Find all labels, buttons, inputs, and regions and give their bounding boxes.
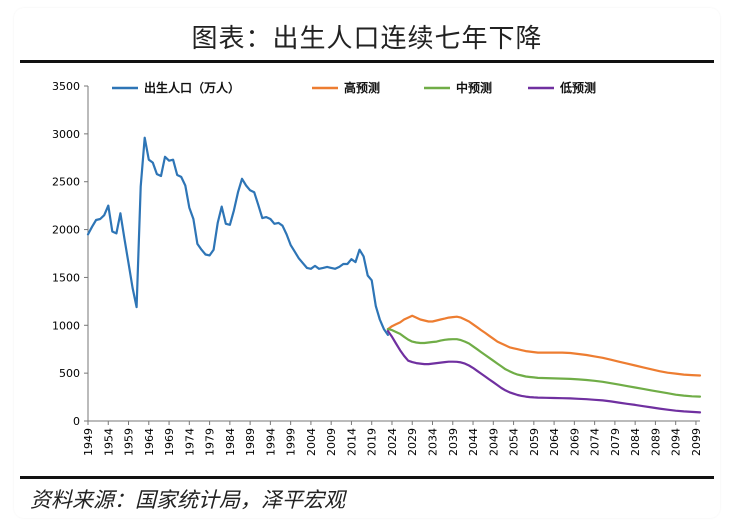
series-line-3	[386, 329, 702, 414]
series-line-2	[386, 328, 702, 398]
x-tick-label: 2084	[629, 428, 642, 456]
x-tick-label: 2019	[366, 428, 379, 456]
legend-label-2: 中预测	[456, 80, 492, 95]
y-tick-label: 2500	[52, 176, 80, 189]
x-tick-label: 2004	[305, 428, 318, 456]
x-tick-label: 1984	[224, 428, 237, 456]
series-line-1	[386, 314, 702, 377]
x-tick-label: 1989	[244, 428, 257, 456]
x-tick-label: 1964	[143, 428, 156, 456]
y-tick-label: 2000	[52, 224, 80, 237]
x-tick-label: 1954	[102, 428, 115, 456]
x-tick-label: 2039	[447, 428, 460, 456]
x-tick-label: 2044	[467, 428, 480, 456]
x-tick-label: 1999	[285, 428, 298, 456]
x-tick-label: 2009	[325, 428, 338, 456]
y-tick-label: 1500	[52, 271, 80, 284]
y-tick-label: 1000	[52, 319, 80, 332]
title-rule	[20, 60, 714, 63]
x-tick-label: 2014	[345, 428, 358, 456]
x-tick-label: 2094	[670, 428, 683, 456]
x-tick-label: 2089	[649, 428, 662, 456]
y-tick-label: 0	[73, 415, 80, 428]
x-tick-label: 1994	[264, 428, 277, 456]
x-tick-label: 2079	[609, 428, 622, 456]
x-tick-label: 2059	[528, 428, 541, 456]
x-tick-label: 1959	[123, 428, 136, 456]
x-tick-label: 2049	[487, 428, 500, 456]
x-tick-label: 2054	[508, 428, 521, 456]
legend-label-3: 低预测	[559, 80, 596, 95]
x-tick-label: 1974	[183, 428, 196, 456]
x-tick-label: 2069	[568, 428, 581, 456]
y-tick-label: 3000	[52, 128, 80, 141]
legend-label-0: 出生人口（万人）	[144, 80, 240, 95]
x-tick-label: 2024	[386, 428, 399, 456]
series-line-0	[86, 136, 389, 336]
x-tick-label: 2034	[427, 428, 440, 456]
chart-card	[14, 8, 720, 518]
x-tick-label: 2029	[406, 428, 419, 456]
source-rule	[20, 476, 714, 479]
x-tick-label: 2074	[589, 428, 602, 456]
y-tick-label: 3500	[52, 80, 80, 93]
x-tick-label: 1979	[204, 428, 217, 456]
x-tick-label: 1949	[82, 428, 95, 456]
y-tick-label: 500	[59, 367, 80, 380]
x-tick-label: 2064	[548, 428, 561, 456]
chart-title: 图表：出生人口连续七年下降	[191, 24, 543, 54]
x-tick-label: 1969	[163, 428, 176, 456]
source-note: 资料来源：国家统计局，泽平宏观	[30, 488, 345, 512]
legend-label-1: 高预测	[344, 80, 380, 95]
x-tick-label: 2099	[690, 428, 703, 456]
